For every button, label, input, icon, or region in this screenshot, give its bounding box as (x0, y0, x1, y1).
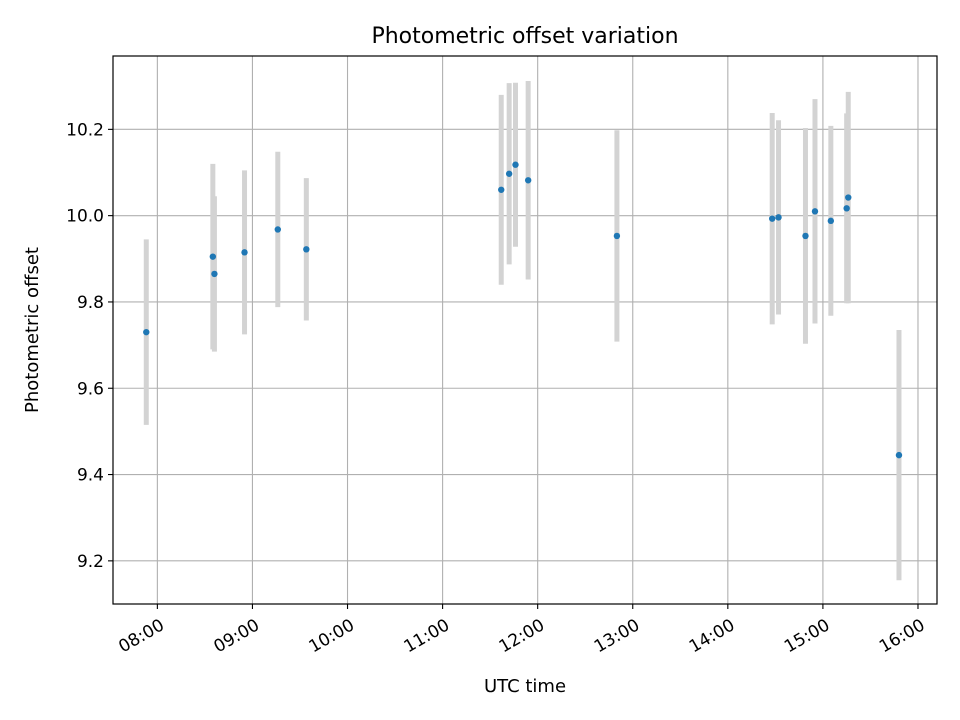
y-tick-label: 9.4 (77, 466, 104, 486)
data-point (827, 217, 835, 225)
data-point (211, 270, 218, 278)
data-point (613, 232, 621, 240)
plot-frame (112, 55, 938, 605)
point-layer (143, 161, 903, 459)
y-tick-label: 10.2 (66, 120, 104, 140)
grid-layer (113, 56, 937, 604)
data-point (512, 161, 519, 168)
data-point (769, 215, 776, 222)
data-point (845, 194, 852, 201)
data-point (895, 451, 903, 459)
x-axis-label: UTC time (484, 676, 566, 697)
data-point (505, 170, 513, 177)
data-point (303, 246, 310, 253)
data-point (274, 226, 281, 233)
data-point (143, 328, 150, 336)
y-tick-label: 9.6 (77, 379, 104, 399)
y-tick-label: 10.0 (66, 207, 104, 227)
chart-title: Photometric offset variation (371, 24, 678, 49)
data-point (811, 208, 819, 215)
y-tick-label: 9.8 (77, 293, 104, 313)
y-tick-label: 9.2 (77, 552, 104, 572)
data-point (498, 186, 505, 193)
data-point (241, 249, 248, 256)
data-point (524, 177, 532, 184)
y-axis-label: Photometric offset (22, 247, 43, 413)
data-point (843, 205, 850, 212)
data-point (802, 232, 809, 240)
data-point (209, 253, 217, 260)
data-point (775, 214, 782, 221)
